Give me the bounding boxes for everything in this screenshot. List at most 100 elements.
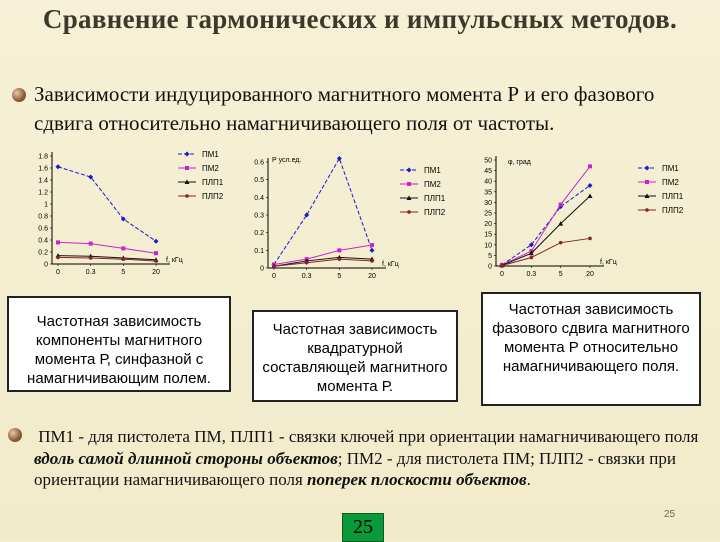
data-point <box>153 238 159 244</box>
bullet-text: Зависимости индуцированного магнитного м… <box>34 82 655 135</box>
legend-note: ПМ1 - для пистолета ПМ, ПЛП1 - связки кл… <box>34 426 714 491</box>
y-tick-label: 10 <box>484 242 492 249</box>
x-tick-label: 0.3 <box>302 273 312 280</box>
y-tick-label: 25 <box>484 211 492 218</box>
legend-marker <box>184 179 190 184</box>
y-tick-label: 0.2 <box>38 250 48 257</box>
series-line-ПМ2 <box>273 244 373 265</box>
y-tick-label: 40 <box>484 179 492 186</box>
data-point <box>588 236 592 241</box>
data-point <box>272 264 276 269</box>
y-tick-label: 30 <box>484 200 492 207</box>
y-tick-label: 5 <box>488 253 492 260</box>
legend-label: ПМ1 <box>662 164 679 173</box>
y-tick-label: 0.3 <box>254 213 264 220</box>
series-line-ПЛП2 <box>501 237 591 267</box>
data-point <box>558 240 563 245</box>
data-point <box>121 246 126 251</box>
data-point <box>56 240 60 245</box>
y-tick-label: 50 <box>484 158 492 165</box>
caption-quadrature: Частотная зависимость квадратурной соста… <box>252 310 458 402</box>
legend-marker <box>645 208 649 212</box>
legend-label: ПЛП1 <box>662 192 684 201</box>
data-point <box>529 255 534 260</box>
data-point <box>337 257 342 261</box>
x-tick-label: 20 <box>368 273 376 280</box>
data-point <box>336 155 342 161</box>
x-tick-label: 5 <box>121 269 125 276</box>
data-point <box>154 259 158 263</box>
legend-marker <box>644 193 650 198</box>
series-line-ПМ2 <box>57 241 157 254</box>
x-tick-label: 0 <box>272 273 276 280</box>
caption-phase: Частотная зависимость фазового сдвига ма… <box>481 292 701 406</box>
data-point <box>558 221 564 226</box>
data-point <box>587 193 593 199</box>
data-point <box>304 212 310 218</box>
legend-label: ПМ2 <box>662 178 679 187</box>
chart-quadrature-svg: 0.6 0.5 0.4 0.3 0.2 0.1 0 0 0.3 5 20 f, кГц Р усл.ед… <box>254 155 446 280</box>
y-tick-label: 1.2 <box>38 190 48 197</box>
slide-title: Сравнение гармонических и импульсных мет… <box>42 4 678 34</box>
series-line-ПЛП1 <box>57 255 157 261</box>
data-point <box>120 216 126 222</box>
note-emphasis-2: поперек плоскости объектов <box>307 470 527 489</box>
series-line-ПЛП2 <box>273 258 373 267</box>
x-tick-label: 0 <box>56 269 60 276</box>
y-tick-label: 0.4 <box>38 238 48 245</box>
y-tick-label: 0.8 <box>38 214 48 221</box>
y-tick-label: 0.6 <box>254 160 264 167</box>
series-line-ПЛП1 <box>501 195 591 266</box>
y-tick-label: 0 <box>260 266 264 273</box>
note-part-2: ; ПМ2 - для пистолета ПМ; ПЛП2 - связки … <box>34 448 676 490</box>
chart-inphase-svg: 1.8 1.6 1.4 1.2 1 0.8 0.6 0.4 0.2 0 0 0.3 5 20 f, кГц П… <box>38 150 224 276</box>
data-point <box>588 164 592 169</box>
y-tick-label: 1.8 <box>38 154 48 161</box>
legend-label: ПМ1 <box>202 150 219 159</box>
legend-marker <box>185 194 189 198</box>
y-tick-label: 45 <box>484 168 492 175</box>
legend-label: ПМ2 <box>424 180 441 189</box>
y-tick-label: 0.2 <box>254 230 264 237</box>
data-point <box>56 255 60 260</box>
y-tick-label: 0.4 <box>254 195 264 202</box>
data-point <box>370 243 374 248</box>
data-point <box>121 257 126 261</box>
legend-label: ПМ2 <box>202 164 219 173</box>
legend-label: ПЛП2 <box>424 208 446 217</box>
x-axis-label: f, кГц <box>382 261 399 268</box>
legend-label: ПЛП2 <box>662 206 684 215</box>
series-line-ПЛП2 <box>57 256 157 262</box>
legend-label: ПЛП2 <box>202 192 224 201</box>
data-point <box>500 263 504 268</box>
data-point <box>88 174 94 180</box>
y-tick-label: 20 <box>484 221 492 228</box>
series-line-ПЛП1 <box>273 256 373 267</box>
y-tick-label: 35 <box>484 189 492 196</box>
x-tick-label: 5 <box>337 273 341 280</box>
chart-inphase: 1.8 1.6 1.4 1.2 1 0.8 0.6 0.4 0.2 0 0 0.3 5 20 f, кГц П… <box>30 146 240 286</box>
x-tick-label: 0.3 <box>526 271 536 278</box>
x-tick-label: 5 <box>559 271 563 278</box>
legend-marker <box>407 182 411 186</box>
legend-marker <box>645 180 649 184</box>
data-point <box>337 248 342 253</box>
caption-inphase: Частотная зависимость компоненты магнитн… <box>7 296 231 392</box>
legend-marker <box>406 195 412 200</box>
y-tick-label: 0.6 <box>38 226 48 233</box>
legend-label: ПЛП1 <box>424 194 446 203</box>
chart-title: φ, град <box>508 159 531 166</box>
x-tick-label: 0 <box>500 271 504 278</box>
data-point <box>369 247 375 253</box>
series-line-ПМ2 <box>501 166 591 266</box>
y-tick-label: 1 <box>44 202 48 209</box>
note-part-1: ПМ1 - для пистолета ПМ, ПЛП1 - связки кл… <box>38 427 699 446</box>
data-point <box>587 182 593 188</box>
data-point <box>558 202 563 207</box>
x-axis-label: f, кГц <box>600 259 617 266</box>
data-point <box>88 241 93 246</box>
y-tick-label: 0 <box>488 264 492 271</box>
x-tick-label: 20 <box>586 271 594 278</box>
